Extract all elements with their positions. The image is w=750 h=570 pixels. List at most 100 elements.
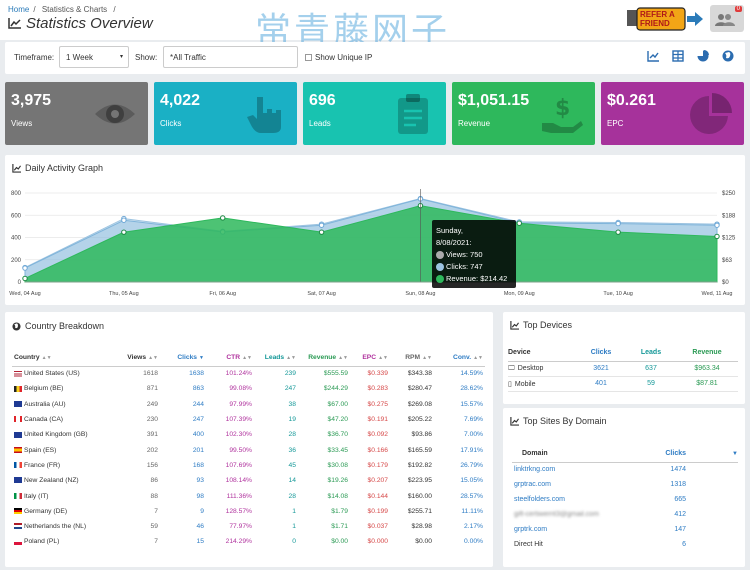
revenue-card[interactable]: $1,051.15 Revenue $: [452, 82, 595, 145]
col-revenue[interactable]: Revenue ▲▼: [308, 354, 348, 362]
flag-us-icon: [14, 370, 22, 377]
cell-rpm: $255.71: [407, 507, 432, 515]
breadcrumb-home[interactable]: Home: [8, 5, 30, 14]
series-point-clicks: [121, 217, 127, 223]
table-view-icon[interactable]: [672, 50, 684, 62]
country-title: Country Breakdown: [12, 321, 104, 331]
series-point-revenue: [516, 220, 522, 226]
cell-epc: $0.339: [367, 370, 388, 378]
activity-chart: 800 600 400 200 0 $250 $188 $125 $63 $0 Wed, 04 Au…: [9, 189, 736, 297]
unique-ip-toggle[interactable]: Show Unique IP: [305, 53, 372, 62]
col-country[interactable]: Country ▲▼: [14, 354, 52, 362]
cell-country: Poland (PL): [12, 534, 116, 549]
mobile-icon: ▯: [508, 380, 512, 388]
leads-card[interactable]: 696 Leads: [303, 82, 446, 145]
col-device-clicks[interactable]: Clicks: [590, 349, 612, 357]
cell-domain[interactable]: grptrac.com: [514, 481, 551, 488]
cell-epc: $0.283: [367, 385, 388, 393]
cell-leads: 28: [288, 431, 296, 439]
cell-country: Canada (CA): [12, 412, 116, 427]
col-domain[interactable]: Domain: [522, 450, 548, 458]
col-clicks[interactable]: Clicks ▼: [177, 354, 204, 362]
views-card[interactable]: 3,975 Views: [5, 82, 148, 145]
x-tick-label: Thu, 05 Aug: [109, 291, 139, 297]
sort-desc-icon[interactable]: ▼: [732, 450, 738, 457]
series-point-revenue: [121, 229, 127, 235]
line-chart-view-icon[interactable]: [647, 50, 659, 62]
users-icon: [715, 14, 735, 26]
pie-view-icon[interactable]: [697, 50, 709, 62]
table-row: United States (US) 1618 1638 101.24% 239 $555…: [12, 366, 485, 381]
cell-domain[interactable]: grptrk.com: [514, 526, 548, 533]
breadcrumb-current[interactable]: Statistics & Charts: [41, 5, 108, 14]
cell-ctr: 107.69%: [225, 461, 252, 469]
col-device-leads[interactable]: Leads: [640, 349, 662, 357]
cell-rpm: $343.38: [407, 370, 432, 378]
flag-be-icon: [14, 385, 22, 392]
country-header-row: Country ▲▼ Views ▲▼ Clicks ▼ CTR ▲▼ Leads ▲▼ …: [12, 350, 485, 366]
cell-epc: $0.092: [367, 431, 388, 439]
cell-epc: $0.199: [367, 507, 388, 515]
cell-conv: 28.57%: [460, 492, 483, 500]
cell-rpm: $223.95: [407, 477, 432, 485]
devices-title-text: Top Devices: [523, 320, 573, 330]
cell-country: United Kingdom (GB): [12, 427, 116, 442]
col-rpm[interactable]: RPM ▲▼: [405, 354, 432, 362]
cell-clicks: 1318: [670, 481, 686, 488]
col-device[interactable]: Device: [508, 349, 531, 357]
cell-revenue: $1.79: [331, 507, 348, 515]
col-views[interactable]: Views ▲▼: [127, 354, 158, 362]
cell-leads: 36: [288, 446, 296, 454]
clicks-card[interactable]: 4,022 Clicks: [154, 82, 297, 145]
cell-clicks: 1638: [189, 370, 204, 378]
cell-domain[interactable]: linktrkng.com: [514, 466, 556, 474]
table-row: grptrac.com 1318: [512, 477, 738, 492]
unique-ip-checkbox[interactable]: [305, 54, 312, 61]
flag-nz-icon: [14, 477, 22, 484]
cell-ctr: 97.99%: [229, 400, 252, 408]
col-domain-clicks[interactable]: Clicks: [665, 450, 686, 458]
cell-domain[interactable]: gift-certiwerrit3@gmail.com: [514, 511, 599, 518]
y-left-tick-label: 0: [18, 280, 22, 286]
timeframe-select[interactable]: 1 Week ▾: [59, 46, 129, 68]
col-epc[interactable]: EPC ▲▼: [362, 354, 388, 362]
cell-clicks: 247: [192, 416, 204, 424]
country-name: Australia (AU): [24, 400, 66, 408]
epc-card[interactable]: $0.261 EPC: [601, 82, 744, 145]
cell-revenue: $19.26: [327, 477, 348, 485]
cell-rpm: $192.82: [407, 461, 432, 469]
cell-views: 391: [146, 431, 158, 439]
leads-value: 696: [309, 92, 336, 109]
cell-domain[interactable]: steelfolders.com: [514, 496, 565, 503]
view-toggle-group: [647, 50, 734, 62]
globe-view-icon[interactable]: [722, 50, 734, 62]
col-ctr[interactable]: CTR ▲▼: [226, 354, 252, 362]
country-name: Belgium (BE): [24, 385, 64, 393]
cell-conv: 17.91%: [460, 446, 483, 454]
col-conv[interactable]: Conv. ▲▼: [453, 354, 483, 362]
refer-a-friend-button[interactable]: REFER A FRIEND: [625, 4, 705, 32]
cell-ctr: 99.50%: [229, 446, 252, 454]
y-left-tick-label: 800: [11, 191, 22, 197]
col-leads[interactable]: Leads ▲▼: [264, 354, 296, 362]
cell-conv: 0.00%: [464, 538, 483, 546]
cell-rpm: $165.59: [407, 446, 432, 454]
flag-gb-icon: [14, 431, 22, 438]
cell-clicks: 400: [192, 431, 204, 439]
cell-conv: 2.17%: [464, 523, 483, 531]
flag-fr-icon: [14, 462, 22, 469]
country-name: New Zealand (NZ): [24, 477, 79, 485]
cell-clicks: 15: [196, 538, 204, 546]
users-button[interactable]: 0: [710, 5, 744, 32]
col-device-revenue[interactable]: Revenue: [692, 349, 722, 357]
flag-es-icon: [14, 446, 22, 453]
device-name: Mobile: [514, 380, 536, 388]
chart-tooltip: Sunday, 8/08/2021: Views: 750 Clicks: 74…: [432, 220, 516, 288]
show-select[interactable]: *All Traffic: [163, 46, 298, 68]
table-row: New Zealand (NZ) 86 93 108.14% 14 $19.26 $0.20…: [12, 473, 485, 488]
epc-label: EPC: [607, 119, 624, 128]
cell-clicks: 1474: [670, 466, 686, 474]
series-point-clicks: [318, 222, 325, 228]
country-name: United States (US): [24, 370, 80, 378]
country-table: Country ▲▼ Views ▲▼ Clicks ▼ CTR ▲▼ Leads ▲▼ …: [12, 350, 485, 550]
